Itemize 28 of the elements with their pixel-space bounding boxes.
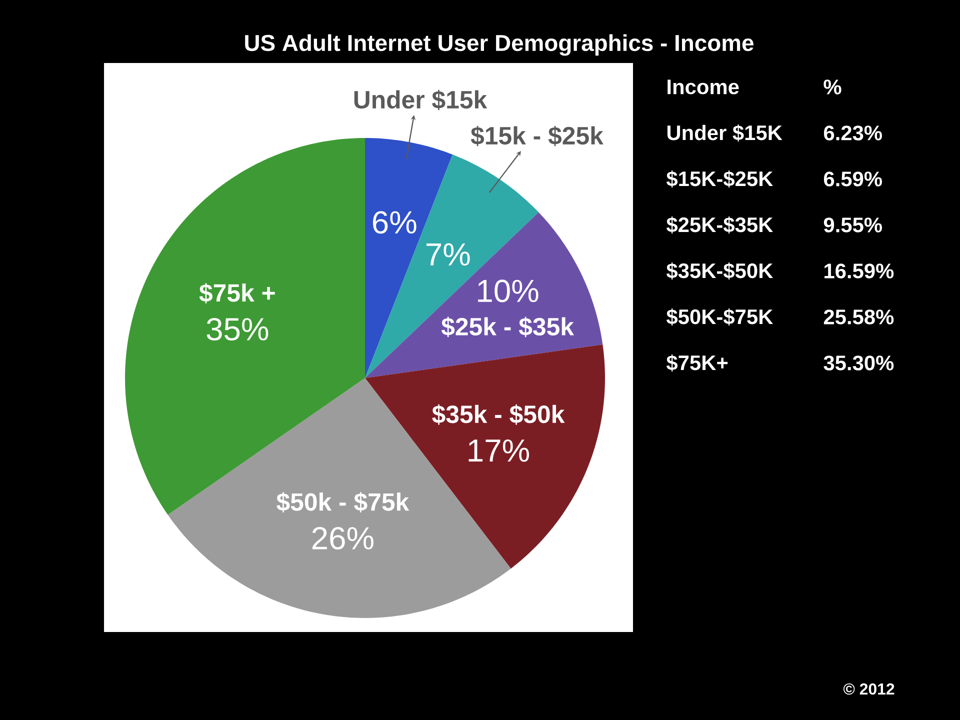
slice-label: $50k - $75k	[276, 492, 410, 512]
category-label: $35K-$50K	[666, 262, 773, 280]
chart-title: US Adult Internet User Demographics - Income	[245, 34, 754, 56]
slice-label: $75k +	[199, 283, 275, 304]
slice-label: Under $15k	[354, 90, 488, 110]
data-label: 26%	[312, 526, 374, 550]
text: %	[824, 80, 842, 94]
category-label: $15K-$25K	[666, 170, 773, 188]
category-label: $50K-$75K	[666, 308, 773, 326]
data-label: 7%	[426, 243, 470, 266]
data-label: 35.30%	[824, 356, 894, 370]
data-label: 25.58%	[824, 310, 894, 324]
slice-label: $35k - $50k	[432, 404, 565, 425]
category-label: $75K+	[666, 354, 728, 372]
data-label: 17%	[468, 439, 530, 462]
slice-label: $15k - $25k	[470, 126, 604, 146]
data-label: 6.23%	[824, 126, 882, 140]
text: © 2012	[843, 683, 894, 695]
category-label: Under $15K	[667, 124, 782, 142]
slice-label: $25k - $35k	[441, 316, 574, 338]
text: Income	[668, 80, 739, 94]
data-label: 35%	[206, 318, 268, 341]
data-label: 16.59%	[824, 264, 894, 278]
data-label: 6%	[372, 211, 416, 234]
category-label: $25K-$35K	[666, 216, 773, 234]
data-label: 6.59%	[824, 172, 882, 186]
data-label: 10%	[478, 280, 538, 302]
data-label: 9.55%	[824, 218, 882, 232]
